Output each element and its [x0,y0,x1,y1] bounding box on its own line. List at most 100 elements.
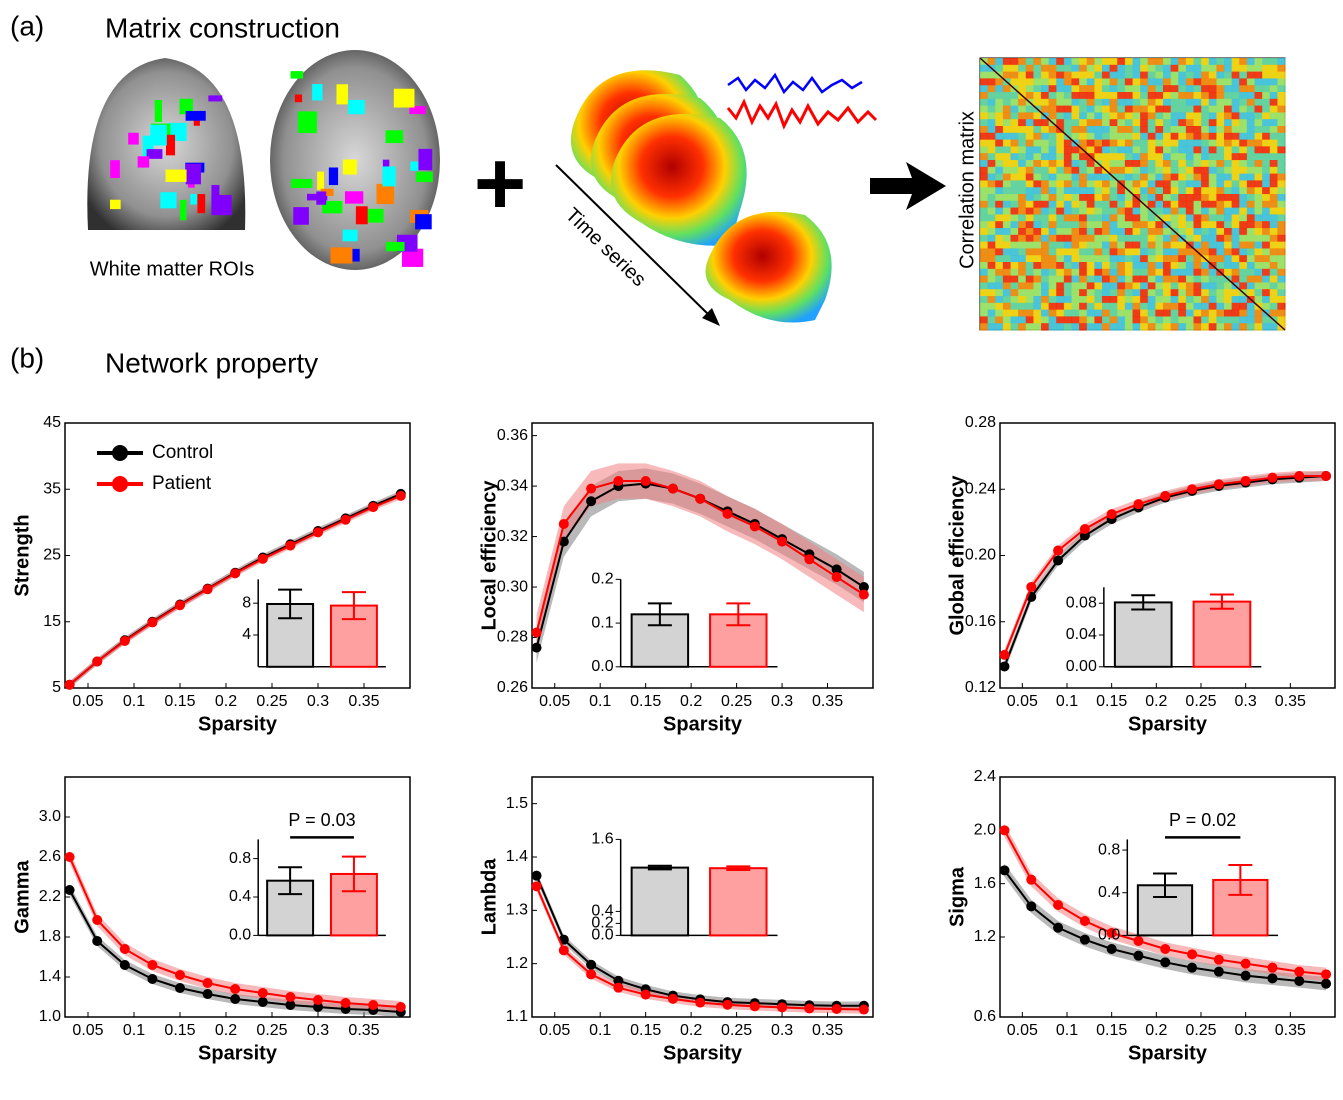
roi-patch [138,156,150,167]
matrix-cell [1224,303,1232,310]
roi-patch [386,242,405,251]
matrix-cell [1239,58,1247,65]
matrix-cell [1277,282,1285,289]
roi-patch [382,166,395,186]
matrix-cell [1041,201,1049,208]
matrix-cell [1171,310,1179,317]
matrix-cell [1262,65,1270,72]
matrix-cell [995,85,1003,92]
matrix-cell [1171,78,1179,85]
matrix-cell [1270,262,1278,269]
matrix-cell [1155,201,1163,208]
matrix-cell [1072,72,1080,79]
matrix-cell [1148,180,1156,187]
data-point [586,496,596,506]
matrix-cell [1026,235,1034,242]
matrix-cell [1079,119,1087,126]
matrix-cell [1148,140,1156,147]
matrix-cell [1011,242,1019,249]
matrix-cell [988,140,996,147]
matrix-cell [1094,85,1102,92]
matrix-cell [1148,221,1156,228]
p-value: P = 0.02 [1169,810,1236,830]
matrix-cell [980,126,988,133]
matrix-cell [1216,201,1224,208]
matrix-cell [1171,140,1179,147]
matrix-cell [1018,214,1026,221]
matrix-cell [1224,201,1232,208]
matrix-cell [995,99,1003,106]
matrix-cell [1033,214,1041,221]
matrix-cell [988,255,996,262]
matrix-cell [1102,92,1110,99]
matrix-cell [1171,119,1179,126]
matrix-cell [1041,167,1049,174]
matrix-cell [1201,296,1209,303]
matrix-cell [1056,248,1064,255]
matrix-cell [1056,269,1064,276]
matrix-cell [1216,112,1224,119]
matrix-cell [1247,269,1255,276]
matrix-cell [1178,72,1186,79]
matrix-cell [1110,194,1118,201]
matrix-cell [1094,323,1102,330]
matrix-cell [988,235,996,242]
matrix-cell [1072,78,1080,85]
matrix-cell [1155,140,1163,147]
matrix-cell [1140,323,1148,330]
matrix-cell [1049,296,1057,303]
matrix-cell [1079,72,1087,79]
matrix-cell [1163,99,1171,106]
matrix-cell [1186,119,1194,126]
matrix-cell [1125,65,1133,72]
matrix-cell [1026,167,1034,174]
matrix-cell [1125,262,1133,269]
matrix-cell [1110,167,1118,174]
matrix-cell [1072,248,1080,255]
data-point [1080,935,1090,945]
x-tick-label: 0.05 [539,693,570,710]
matrix-cell [1270,140,1278,147]
data-point [65,680,75,690]
matrix-cell [1026,119,1034,126]
matrix-cell [1209,85,1217,92]
brain-images [87,50,440,270]
matrix-cell [1049,160,1057,167]
matrix-cell [1262,78,1270,85]
matrix-cell [1033,133,1041,140]
matrix-cell [1003,214,1011,221]
matrix-cell [1201,58,1209,65]
matrix-cell [988,282,996,289]
x-tick-label: 0.1 [589,1022,611,1039]
matrix-cell [1018,140,1026,147]
matrix-cell [1011,323,1019,330]
matrix-cell [1247,167,1255,174]
matrix-cell [1110,65,1118,72]
y-tick-label: 0.28 [965,414,996,431]
matrix-cell [1224,126,1232,133]
matrix-cell [988,160,996,167]
matrix-cell [1110,187,1118,194]
matrix-cell [1186,92,1194,99]
matrix-cell [1133,296,1141,303]
matrix-cell [1201,221,1209,228]
matrix-cell [988,201,996,208]
matrix-cell [1049,255,1057,262]
y-tick-label: 1.3 [506,902,528,919]
matrix-cell [1277,153,1285,160]
matrix-cell [1056,187,1064,194]
matrix-cell [1277,296,1285,303]
matrix-cell [1194,310,1202,317]
matrix-cell [1148,269,1156,276]
matrix-cell [1232,140,1240,147]
x-tick-label: 0.3 [771,693,793,710]
matrix-cell [1201,187,1209,194]
matrix-cell [1216,72,1224,79]
matrix-cell [1102,140,1110,147]
matrix-cell [1140,276,1148,283]
matrix-cell [1079,323,1087,330]
data-point [723,509,733,519]
matrix-cell [1194,92,1202,99]
matrix-cell [1094,126,1102,133]
matrix-cell [1041,119,1049,126]
